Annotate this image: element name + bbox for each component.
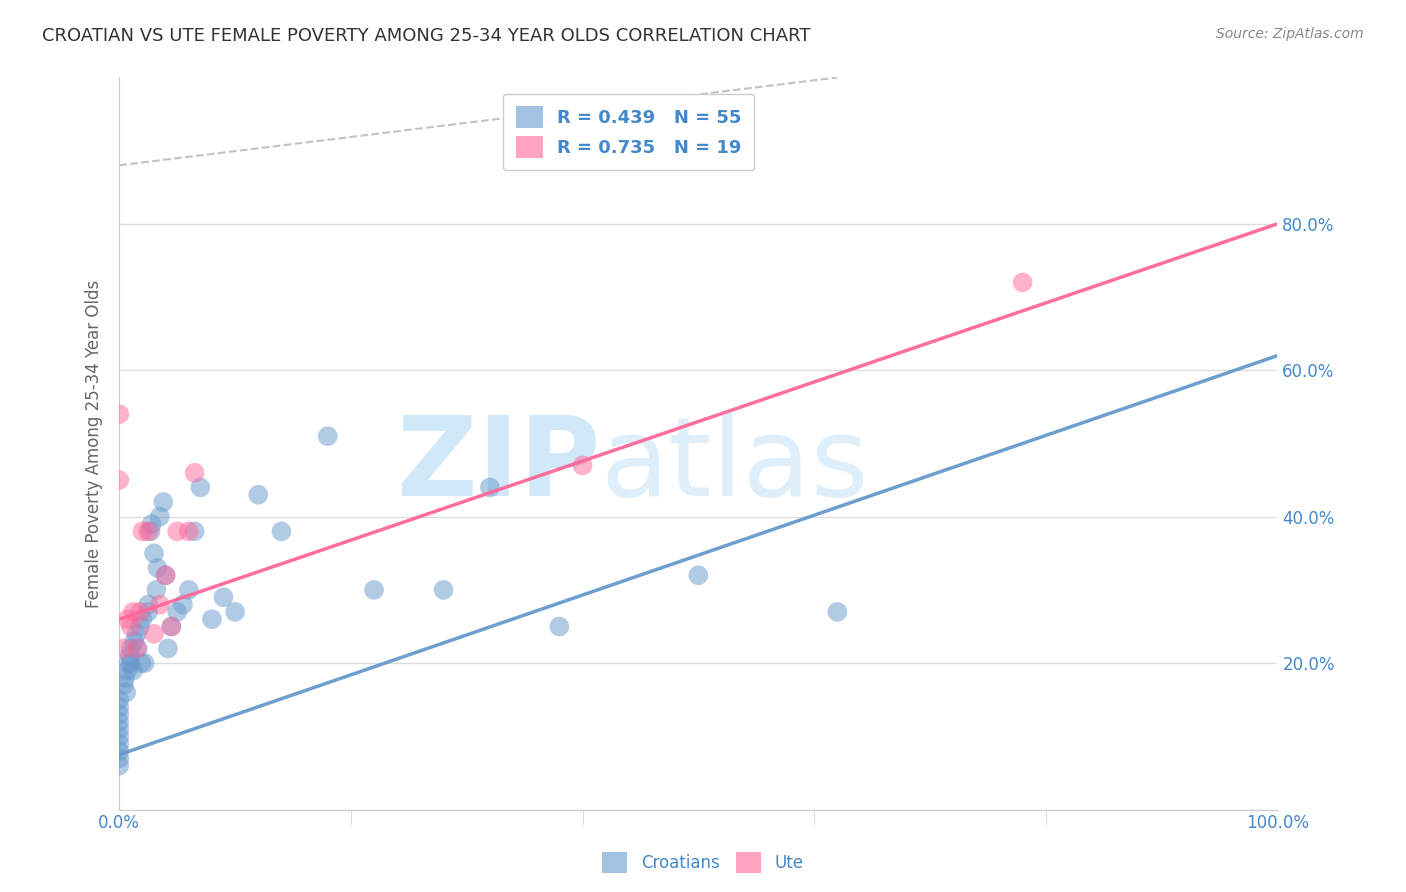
Point xyxy=(108,707,131,722)
Point xyxy=(108,692,131,706)
Point xyxy=(146,561,169,575)
Point xyxy=(270,524,292,539)
Point xyxy=(149,509,172,524)
Point xyxy=(118,648,141,663)
Point xyxy=(136,524,159,539)
Point xyxy=(134,656,156,670)
Point xyxy=(688,568,710,582)
Point xyxy=(183,466,205,480)
Point xyxy=(160,619,183,633)
Point xyxy=(108,714,131,729)
Point xyxy=(188,480,211,494)
Point xyxy=(827,605,849,619)
Point xyxy=(136,605,159,619)
Point xyxy=(108,758,131,772)
Point xyxy=(166,524,188,539)
Point xyxy=(139,524,162,539)
Point xyxy=(177,582,200,597)
Point xyxy=(120,641,142,656)
Point xyxy=(108,729,131,743)
Point xyxy=(122,664,145,678)
Point xyxy=(131,612,153,626)
Point xyxy=(115,685,138,699)
Point xyxy=(156,641,179,656)
Point xyxy=(112,641,135,656)
Point xyxy=(141,516,163,531)
Point xyxy=(145,582,167,597)
Point xyxy=(124,634,146,648)
Point xyxy=(127,641,149,656)
Point xyxy=(363,582,385,597)
Point xyxy=(108,473,131,487)
Point xyxy=(108,407,131,421)
Text: ZIP: ZIP xyxy=(396,412,600,519)
Text: Source: ZipAtlas.com: Source: ZipAtlas.com xyxy=(1216,27,1364,41)
Point xyxy=(155,568,177,582)
Point xyxy=(108,751,131,765)
Point xyxy=(166,605,188,619)
Point xyxy=(120,619,142,633)
Point xyxy=(152,495,174,509)
Point xyxy=(149,598,172,612)
Point xyxy=(129,605,152,619)
Point xyxy=(212,591,235,605)
Point xyxy=(129,656,152,670)
Point xyxy=(125,641,148,656)
Point xyxy=(183,524,205,539)
Point xyxy=(316,429,339,443)
Point xyxy=(108,737,131,751)
Legend: Croatians, Ute: Croatians, Ute xyxy=(596,846,810,880)
Point xyxy=(432,582,454,597)
Point xyxy=(1011,276,1033,290)
Point xyxy=(108,722,131,736)
Text: CROATIAN VS UTE FEMALE POVERTY AMONG 25-34 YEAR OLDS CORRELATION CHART: CROATIAN VS UTE FEMALE POVERTY AMONG 25-… xyxy=(42,27,811,45)
Point xyxy=(122,605,145,619)
Text: atlas: atlas xyxy=(600,412,869,519)
Point xyxy=(136,598,159,612)
Point xyxy=(117,664,139,678)
Point xyxy=(125,627,148,641)
Y-axis label: Female Poverty Among 25-34 Year Olds: Female Poverty Among 25-34 Year Olds xyxy=(86,279,103,607)
Point xyxy=(177,524,200,539)
Point xyxy=(155,568,177,582)
Point xyxy=(160,619,183,633)
Point xyxy=(112,678,135,692)
Point xyxy=(224,605,246,619)
Point xyxy=(131,524,153,539)
Point xyxy=(247,488,270,502)
Point xyxy=(571,458,593,473)
Point xyxy=(201,612,224,626)
Point xyxy=(143,627,166,641)
Point xyxy=(108,700,131,714)
Point xyxy=(478,480,501,494)
Point xyxy=(172,598,194,612)
Legend: R = 0.439   N = 55, R = 0.735   N = 19: R = 0.439 N = 55, R = 0.735 N = 19 xyxy=(503,94,755,170)
Point xyxy=(548,619,571,633)
Point xyxy=(117,656,139,670)
Point xyxy=(117,612,139,626)
Point xyxy=(143,546,166,560)
Point xyxy=(120,656,142,670)
Point xyxy=(129,619,152,633)
Point xyxy=(108,744,131,758)
Point xyxy=(114,671,136,685)
